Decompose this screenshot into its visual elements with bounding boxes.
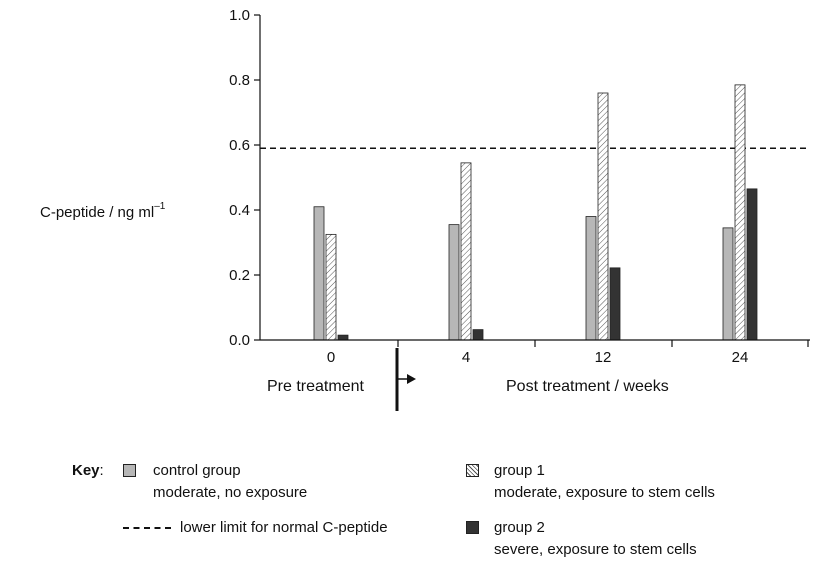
bar-group2-24 xyxy=(746,188,758,341)
x-tick-label: 4 xyxy=(462,349,470,366)
bar-group1-24 xyxy=(734,84,746,341)
dashed-line-swatch xyxy=(123,527,171,529)
bar-group1-12 xyxy=(597,92,609,341)
group2-swatch xyxy=(466,521,479,534)
treatment-arrow-head xyxy=(407,374,416,384)
key-dashed-label: lower limit for normal C-peptide xyxy=(180,519,388,536)
y-tick-label: 0.8 xyxy=(229,72,250,89)
x-tick-label: 0 xyxy=(327,349,335,366)
group1-swatch xyxy=(466,464,479,477)
x-tick-label: 24 xyxy=(732,349,749,366)
y-tick-label: 1.0 xyxy=(229,7,250,24)
key-control-line2: moderate, no exposure xyxy=(153,484,308,501)
bar-group2-4 xyxy=(472,329,484,341)
key-group1-line2: moderate, exposure to stem cells xyxy=(494,484,715,501)
bar-group1-4 xyxy=(460,162,472,341)
y-tick-label: 0.0 xyxy=(229,332,250,349)
key-control-line1: control group xyxy=(153,462,241,479)
y-tick-label: 0.2 xyxy=(229,267,250,284)
pre-treatment-label: Pre treatment xyxy=(267,378,364,395)
bar-control-12 xyxy=(585,216,597,341)
y-axis-label: C-peptide / ng ml–1 xyxy=(40,201,166,221)
key-group2-line1: group 2 xyxy=(494,519,545,536)
bar-group2-12 xyxy=(609,267,621,341)
y-tick-label: 0.6 xyxy=(229,137,250,154)
key-group2-line2: severe, exposure to stem cells xyxy=(494,541,697,558)
bar-control-24 xyxy=(722,227,734,341)
x-tick-label: 12 xyxy=(595,349,612,366)
bar-group2-0 xyxy=(337,334,349,341)
key-title: Key: xyxy=(72,462,104,479)
bar-control-0 xyxy=(313,206,325,341)
bar-control-4 xyxy=(448,224,460,341)
bar-group1-0 xyxy=(325,233,337,341)
key-group1-line1: group 1 xyxy=(494,462,545,479)
post-treatment-label: Post treatment / weeks xyxy=(506,378,669,395)
control-swatch xyxy=(123,464,136,477)
y-tick-label: 0.4 xyxy=(229,202,250,219)
